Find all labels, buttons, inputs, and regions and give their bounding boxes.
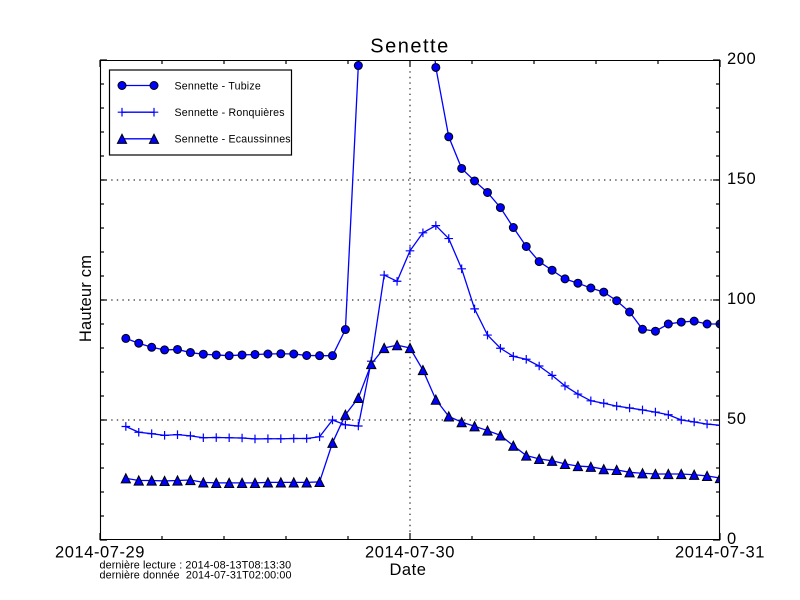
svg-text:150: 150 [727,170,756,188]
svg-text:dernière lecture : 2014-08-13T: dernière lecture : 2014-08-13T08:13:30 [100,560,292,572]
svg-text:Sennette - Ecaussinnes: Sennette - Ecaussinnes [175,134,291,146]
svg-text:200: 200 [727,50,756,68]
svg-text:Date: Date [389,561,426,579]
svg-text:2014-07-31: 2014-07-31 [675,544,765,562]
svg-text:50: 50 [727,410,746,428]
svg-text:2014-07-29: 2014-07-29 [55,544,145,562]
svg-text:Hauteur cm: Hauteur cm [77,255,95,342]
svg-text:2014-07-30: 2014-07-30 [365,544,455,562]
svg-text:Sennette - Ronquières: Sennette - Ronquières [175,107,285,119]
svg-text:0: 0 [727,530,737,548]
svg-text:dernière donnée 2014-07-31T02: dernière donnée 2014-07-31T02:00:00 [100,570,292,582]
svg-text:Sennette - Tubize: Sennette - Tubize [175,80,261,92]
svg-text:100: 100 [727,290,756,308]
svg-text:Senette: Senette [370,36,449,58]
